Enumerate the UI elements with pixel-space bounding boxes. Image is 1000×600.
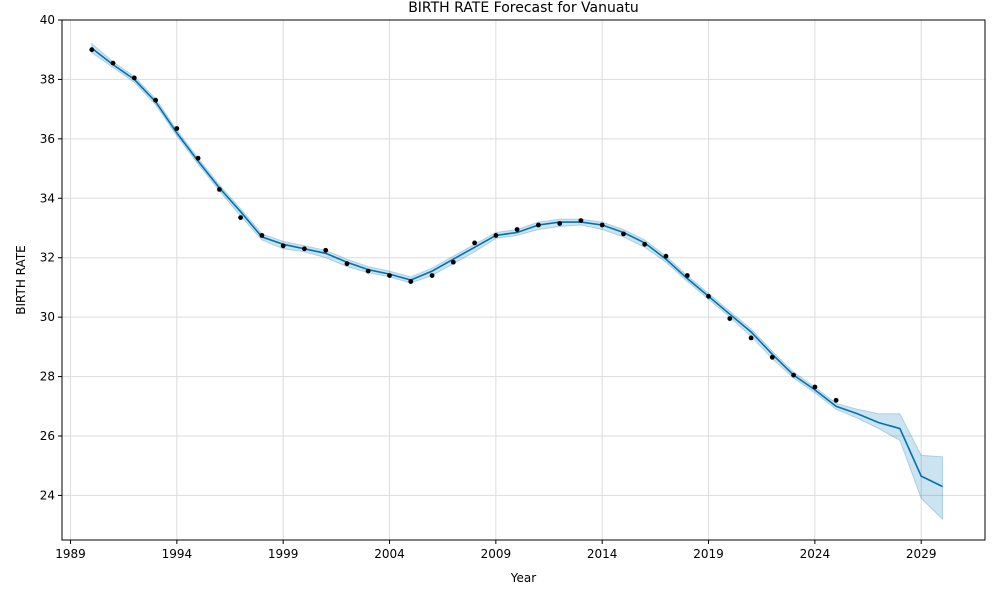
y-tick-label: 36 [40, 132, 55, 146]
observed-point [706, 293, 711, 299]
chart-title: BIRTH RATE Forecast for Vanuatu [408, 0, 639, 16]
observed-point [536, 222, 541, 228]
observed-point [684, 273, 690, 278]
x-axis-ticks: 1989 1994 1999 2004 2009 2014 2019 2024 2029 [55, 540, 936, 561]
plot-frame [61, 19, 986, 541]
grid-layer [62, 19, 985, 540]
y-tick-label: 38 [40, 72, 55, 86]
observed-point [131, 75, 137, 81]
y-tick-label: 26 [40, 429, 55, 443]
observed-point [791, 372, 796, 378]
observed-point [110, 60, 116, 66]
observed-point [323, 247, 329, 253]
forecast-line-layer [91, 47, 943, 488]
y-tick-label: 28 [40, 370, 55, 384]
observed-point [195, 155, 201, 161]
observed-point [302, 246, 307, 252]
observed-point [663, 253, 669, 259]
observed-point [642, 241, 648, 247]
y-tick-label: 32 [40, 251, 55, 265]
x-tick-label: 2029 [906, 547, 937, 561]
observed-point [153, 97, 159, 103]
observed-point [557, 221, 563, 226]
observed-points-layer [89, 47, 839, 403]
confidence-band-layer [91, 42, 943, 521]
x-tick-label: 1989 [55, 547, 86, 561]
observed-point [833, 397, 839, 403]
observed-point [514, 227, 520, 232]
observed-point [748, 335, 754, 341]
observed-point [365, 268, 371, 274]
observed-point [621, 231, 626, 237]
x-tick-label: 2024 [800, 547, 831, 561]
confidence-band [91, 42, 943, 521]
observed-point [280, 243, 286, 249]
y-axis-label: BIRTH RATE [14, 245, 28, 314]
observed-point [217, 187, 222, 192]
observed-point [89, 47, 95, 53]
x-tick-label: 1999 [268, 547, 299, 561]
x-tick-label: 2014 [587, 547, 618, 561]
observed-point [450, 259, 456, 265]
y-tick-label: 30 [40, 310, 55, 324]
observed-point [578, 218, 584, 224]
observed-point [812, 384, 818, 390]
observed-point [344, 261, 350, 267]
observed-point [429, 273, 435, 278]
observed-point [174, 126, 180, 131]
observed-point [259, 233, 265, 238]
observed-point [408, 279, 414, 284]
y-axis-ticks: 24 26 28 30 32 34 36 38 40 [40, 13, 62, 502]
x-axis-label: Year [510, 571, 536, 585]
y-tick-label: 40 [40, 13, 55, 27]
observed-point [769, 354, 775, 360]
observed-point [387, 273, 392, 278]
y-tick-label: 24 [40, 488, 55, 502]
observed-point [238, 215, 244, 221]
x-tick-label: 1994 [162, 547, 193, 561]
y-tick-label: 34 [40, 191, 55, 205]
x-tick-label: 2004 [374, 547, 405, 561]
observed-point [599, 222, 605, 228]
x-tick-label: 2019 [693, 547, 724, 561]
observed-point [472, 240, 477, 246]
observed-point [727, 316, 733, 321]
forecast-line [91, 47, 943, 488]
x-tick-label: 2009 [481, 547, 512, 561]
observed-point [493, 233, 499, 238]
